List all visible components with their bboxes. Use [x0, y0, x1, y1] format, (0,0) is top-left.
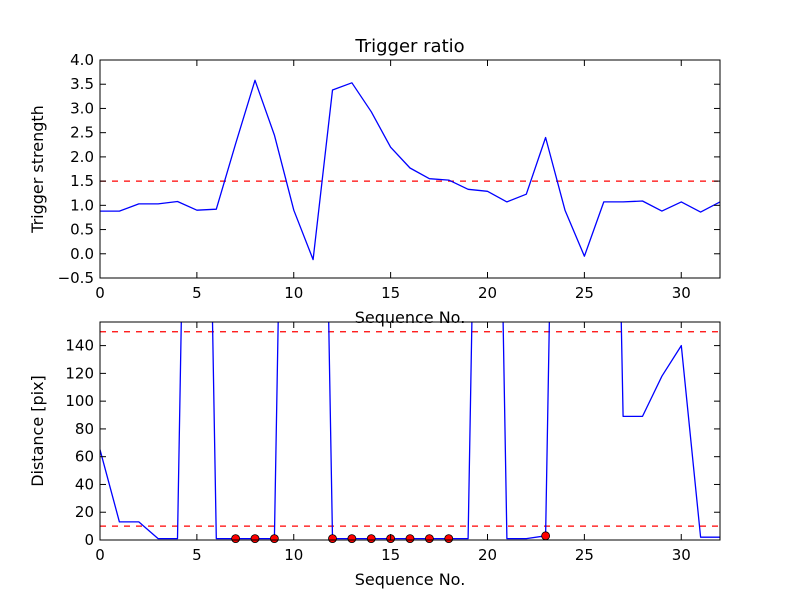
trigger-ratio-chart: 0 5 10 15 20 25 30 −0.5 0.0 0.5 1.0 1.5 2.0 2.5 3.0 3.5…: [28, 51, 721, 327]
plot-frame: [99, 321, 721, 541]
chart-title: Trigger ratio: [354, 36, 464, 57]
x-tick-label: 25: [575, 284, 594, 302]
y-tick-label: 3.5: [70, 75, 94, 93]
x-tick-label: 10: [284, 284, 303, 302]
x-tick-label: 15: [381, 284, 400, 302]
x-axis-label: Sequence No.: [355, 570, 466, 589]
data-marker: [444, 534, 454, 544]
y-tick-label: 40: [75, 475, 94, 493]
x-tick-label: 15: [381, 546, 400, 564]
y-tick-label: 0: [84, 531, 94, 549]
x-tick-label: 10: [284, 546, 303, 564]
x-tick-label: 20: [478, 284, 497, 302]
y-tick-label: 60: [75, 448, 94, 466]
data-marker: [231, 534, 241, 544]
y-axis-label: Distance [pix]: [28, 375, 47, 487]
data-marker: [405, 534, 415, 544]
data-marker: [269, 534, 279, 544]
x-tick-label: 0: [95, 284, 105, 302]
y-tick-label: −0.5: [58, 269, 94, 287]
y-axis-label: Trigger strength: [28, 105, 47, 234]
data-marker: [366, 534, 376, 544]
data-marker: [250, 534, 260, 544]
data-marker: [541, 531, 551, 541]
x-tick-label: 20: [478, 546, 497, 564]
x-tick-label: 25: [575, 546, 594, 564]
y-tick-label: 4.0: [70, 51, 94, 69]
y-tick-label: 2.0: [70, 148, 94, 166]
y-tick-label: 3.0: [70, 99, 94, 117]
y-tick-label: 2.5: [70, 124, 94, 142]
y-tick-label: 1.0: [70, 196, 94, 214]
y-tick-label: 120: [65, 364, 94, 382]
y-tick-label: 100: [65, 392, 94, 410]
y-tick-label: 1.5: [70, 172, 94, 190]
data-marker: [347, 534, 357, 544]
x-tick-label: 5: [192, 546, 202, 564]
x-tick-label: 0: [95, 546, 105, 564]
y-tick-label: 80: [75, 420, 94, 438]
y-tick-label: 0.5: [70, 221, 94, 239]
x-tick-label: 5: [192, 284, 202, 302]
x-tick-label: 30: [672, 284, 691, 302]
series-line: [100, 79, 720, 261]
plot-frame: [99, 59, 721, 279]
x-tick-label: 30: [672, 546, 691, 564]
data-marker: [424, 534, 434, 544]
x-axis-label: Sequence No.: [355, 308, 466, 327]
distance-chart: 0 5 10 15 20 25 30 0 20 40 60 80 100 120 140 Sequence N…: [28, 321, 721, 589]
data-marker: [328, 534, 337, 544]
y-tick-label: 0.0: [70, 245, 94, 263]
y-tick-label: 20: [75, 503, 94, 521]
y-tick-label: 140: [65, 337, 94, 355]
